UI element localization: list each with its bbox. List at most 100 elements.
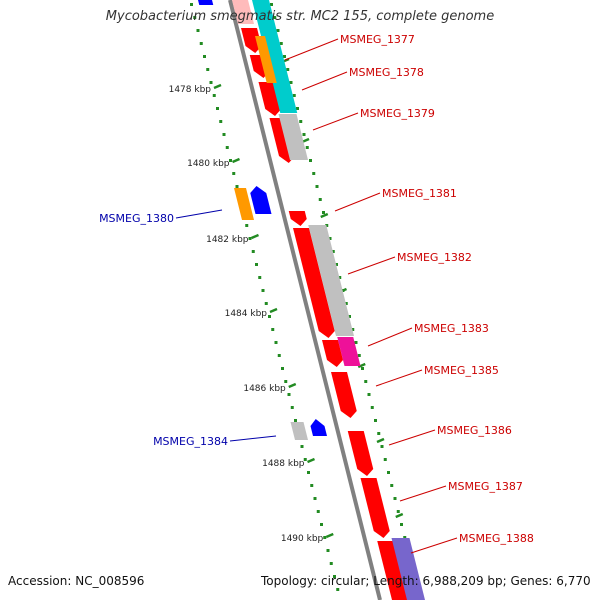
left-track-dot	[281, 367, 284, 370]
kbp-tick-label: 1484 kbp	[225, 309, 268, 319]
left-track-dot	[316, 510, 320, 513]
right-track-dot	[370, 406, 374, 409]
right-track-dot	[400, 523, 403, 526]
accession-text: Accession: NC_008596	[8, 574, 145, 588]
left-track-dot	[264, 302, 268, 305]
right-track-dot	[305, 146, 309, 149]
leader-line-msmeg-1377	[284, 38, 339, 61]
gene-msmeg-1379-grey-block	[278, 114, 308, 160]
kbp-tick-mark	[213, 83, 222, 90]
left-track-dot	[310, 484, 314, 487]
left-track-dot	[229, 159, 232, 162]
left-track-dot	[209, 81, 213, 84]
left-track-dot	[206, 68, 210, 71]
right-track-dot	[273, 16, 277, 19]
topology-text: Topology: circular; Length: 6,988,209 bp…	[261, 574, 591, 588]
right-track-dot	[289, 81, 293, 84]
gene-label-msmeg-1378: MSMEG_1378	[349, 66, 424, 79]
left-track-dot	[232, 172, 236, 175]
kbp-tick-mark	[251, 233, 259, 240]
gene-labels: MSMEG_1377 MSMEG_1378 MSMEG_1379 MSMEG_1380…	[99, 33, 534, 545]
backbone-line	[228, 0, 382, 600]
right-track-dot	[286, 68, 290, 71]
leader-line-msmeg-1380	[175, 209, 223, 219]
gene-label-msmeg-1381: MSMEG_1381	[382, 187, 457, 200]
map-title: Mycobacterium smegmatis str. MC2 155, co…	[105, 9, 495, 24]
right-track-dot	[270, 3, 273, 6]
minor-tick-mark	[357, 362, 366, 369]
left-track-dot	[294, 419, 297, 422]
left-track-dot	[248, 237, 252, 240]
gene-msmeg-1377-arrow	[241, 28, 262, 53]
left-track-dot	[271, 328, 275, 331]
left-track-dot	[287, 393, 291, 396]
left-track-dot	[261, 289, 265, 292]
minor-tick-mark	[320, 212, 329, 219]
right-track-dot	[296, 107, 299, 110]
right-track-dot	[361, 367, 364, 370]
left-track-dot	[290, 406, 294, 409]
left-track-dot	[323, 536, 327, 539]
left-track-dot	[320, 523, 323, 526]
right-track-dot	[380, 445, 384, 448]
left-track-dot	[225, 146, 229, 149]
right-track-dot	[299, 120, 303, 123]
left-track-dot	[329, 562, 333, 565]
right-track-dot	[396, 510, 400, 513]
left-track-dot	[274, 341, 278, 344]
gene-label-msmeg-1386: MSMEG_1386	[437, 424, 512, 437]
kbp-tick-label: 1478 kbp	[169, 85, 212, 95]
left-track-dot	[268, 315, 271, 318]
gene-orange-block	[255, 36, 277, 83]
left-track-dot	[203, 55, 206, 58]
gene-top-blue-block	[198, 0, 214, 5]
gene-msmeg-1380-orange-block	[234, 188, 254, 220]
gene-msmeg-1387-arrow	[360, 478, 390, 538]
gene-label-msmeg-1380: MSMEG_1380	[99, 212, 174, 225]
kbp-ticks: 1478 kbp 1480 kbp 1482 kbp 1484 kbp 1486 kbp…	[169, 57, 404, 544]
kbp-tick-mark	[288, 382, 297, 389]
gene-label-msmeg-1384: MSMEG_1384	[153, 435, 228, 448]
right-track-dot	[318, 198, 322, 201]
kbp-tick-mark	[325, 532, 334, 539]
gene-msmeg-1381-arrow	[288, 211, 307, 226]
kbp-tick-label: 1480 kbp	[187, 159, 230, 169]
label-leaders	[175, 38, 458, 554]
left-track-dot	[333, 575, 336, 578]
leader-line-msmeg-1385	[375, 369, 423, 387]
left-track-dot	[251, 250, 255, 253]
gene-msmeg-1380-arrow	[250, 186, 272, 214]
gene-label-msmeg-1377: MSMEG_1377	[340, 33, 415, 46]
right-track-dot	[302, 133, 306, 136]
gene-cyan-block	[252, 0, 298, 113]
left-track-dot	[222, 133, 226, 136]
right-track-dot	[335, 263, 338, 266]
kbp-tick-mark	[307, 457, 315, 464]
left-track-dot	[313, 497, 317, 500]
right-track-dot	[309, 159, 312, 162]
leader-line-msmeg-1379	[312, 112, 359, 131]
right-track-dot	[348, 315, 351, 318]
backbone	[228, 0, 382, 600]
left-track-dot	[216, 107, 219, 110]
gene-label-msmeg-1385: MSMEG_1385	[424, 364, 499, 377]
leader-line-msmeg-1382	[347, 256, 396, 275]
left-track-dot	[326, 549, 330, 552]
gene-msmeg-1382-arrow	[293, 228, 335, 338]
leader-line-msmeg-1386	[388, 429, 436, 446]
right-track-dot	[354, 341, 358, 344]
left-track-dot	[190, 3, 193, 6]
gene-msmeg-1384-arrow	[310, 419, 327, 436]
left-track-dot	[219, 120, 223, 123]
kbp-tick-label: 1488 kbp	[262, 459, 305, 469]
right-track-dot	[315, 185, 319, 188]
right-track-dot	[279, 42, 283, 45]
right-track-dot	[276, 29, 280, 32]
right-track-dot	[325, 224, 329, 227]
right-track-dot	[377, 432, 381, 435]
right-track-dot	[367, 393, 371, 396]
gene-features	[198, 0, 425, 600]
gene-msmeg-1384-grey-block	[290, 422, 308, 440]
gene-msmeg-1386-arrow	[347, 431, 374, 476]
right-track-dot	[357, 354, 361, 357]
